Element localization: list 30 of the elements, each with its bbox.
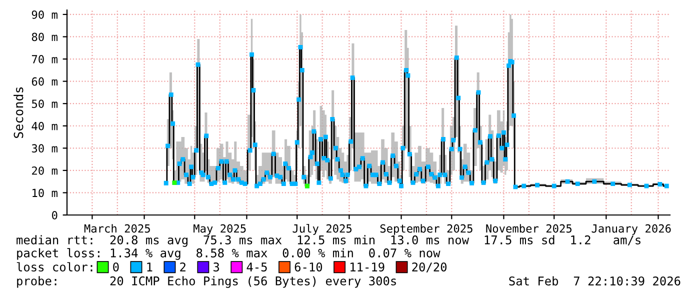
y-tick-label: 60 m bbox=[32, 77, 58, 86]
y-tick-label: 30 m bbox=[32, 144, 58, 153]
x-tick-label: September 2025 bbox=[380, 224, 472, 235]
y-tick-label: 0 bbox=[52, 211, 58, 220]
legend-label: 4-5 bbox=[246, 262, 267, 272]
y-tick-label: 20 m bbox=[32, 166, 58, 175]
text: median rtt: 20.8 ms avg 75.3 ms max 12.5 ms min 13.0 ms now 17.5 ms sd 1.2 am/s bbox=[16, 235, 640, 247]
legend-label: 6-10 bbox=[294, 262, 322, 272]
text: Sat Feb 7 22:10:39 2026 bbox=[509, 276, 680, 286]
x-tick-label: July 2025 bbox=[292, 224, 352, 235]
x-tick-label: January 2026 bbox=[592, 224, 671, 235]
x-tick-label: March 2025 bbox=[84, 224, 150, 233]
y-tick-label: 40 m bbox=[32, 122, 58, 130]
y-tick-label: 50 m bbox=[32, 100, 58, 108]
text: packet loss: 1.34 % avg 8.58 % max 0.00 % min 0.07 % now bbox=[17, 248, 440, 260]
x-tick-label: May 2025 bbox=[194, 224, 246, 235]
legend-label: 3 bbox=[214, 262, 220, 272]
legend-label: 1 bbox=[147, 262, 152, 272]
legend-title: loss color: bbox=[16, 262, 92, 272]
legend-label: 11-19 bbox=[350, 262, 384, 272]
y-tick-label: 80 m bbox=[32, 32, 58, 42]
legend-label: 0 bbox=[113, 262, 119, 272]
text: probe: 20 ICMP Echo Pings (56 Bytes) every 300s bbox=[17, 276, 396, 288]
y-tick-label: 90 m bbox=[32, 10, 58, 19]
y-axis-title: Seconds bbox=[14, 87, 24, 138]
x-tick-label: November 2025 bbox=[486, 224, 572, 233]
y-tick-label: 10 m bbox=[32, 188, 58, 198]
legend-label: 20/20 bbox=[412, 262, 447, 272]
legend-label: 2 bbox=[180, 262, 186, 272]
y-tick-label: 70 m bbox=[32, 55, 58, 64]
